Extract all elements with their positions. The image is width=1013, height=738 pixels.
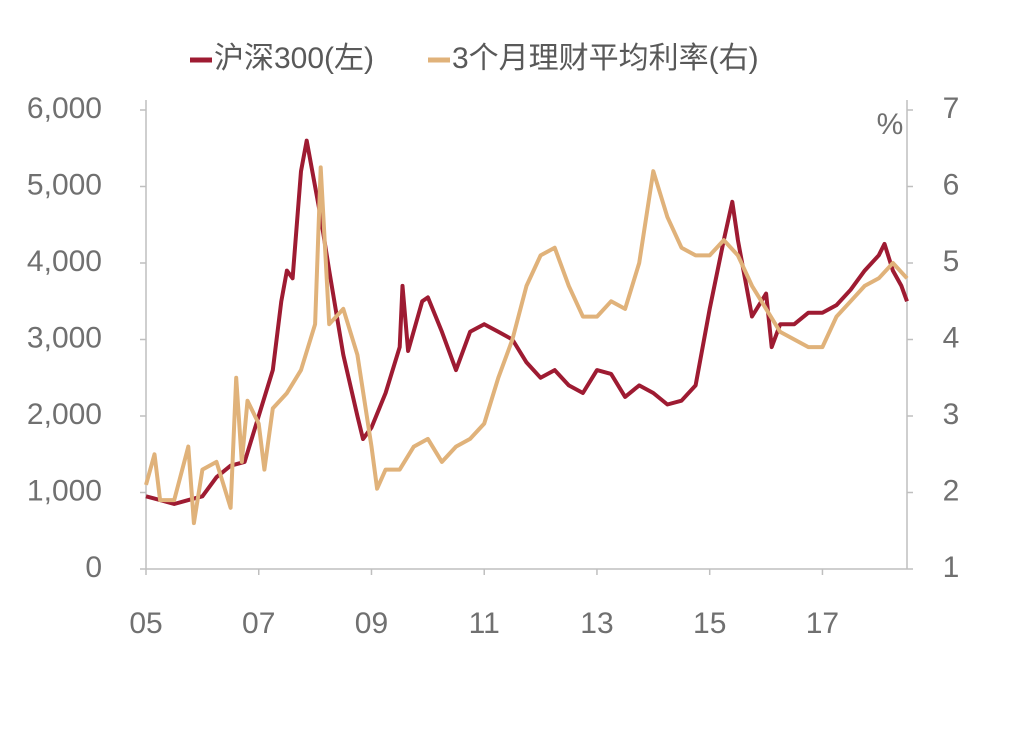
legend-label: 沪深300(左) [214, 42, 374, 75]
y2-tick-label: 4 [943, 321, 960, 354]
legend-label: 3个月理财平均利率(右) [452, 42, 759, 75]
x-tick-label: 07 [242, 607, 275, 640]
x-tick-label: 15 [693, 607, 726, 640]
x-tick-label: 13 [580, 607, 613, 640]
y-tick-label: 2,000 [27, 398, 102, 431]
x-tick-label: 09 [355, 607, 388, 640]
y-tick-label: 1,000 [27, 474, 102, 507]
y2-axis-label: % [877, 108, 904, 141]
y2-tick-label: 6 [943, 168, 960, 201]
y2-tick-label: 1 [943, 551, 960, 584]
series-line [145, 138, 909, 506]
y-tick-label: 0 [85, 551, 102, 584]
y-tick-label: 6,000 [27, 92, 102, 125]
series-line [144, 165, 909, 526]
y2-tick-label: 3 [943, 398, 960, 431]
y2-tick-label: 7 [943, 92, 960, 125]
x-tick-label: 17 [806, 607, 839, 640]
x-tick-label: 11 [469, 607, 500, 640]
y2-tick-label: 2 [943, 474, 960, 507]
y-tick-label: 5,000 [27, 168, 102, 201]
x-tick-label: 05 [129, 607, 162, 640]
y-tick-label: 4,000 [27, 245, 102, 278]
y2-tick-label: 5 [943, 245, 960, 278]
y-tick-label: 3,000 [27, 321, 102, 354]
